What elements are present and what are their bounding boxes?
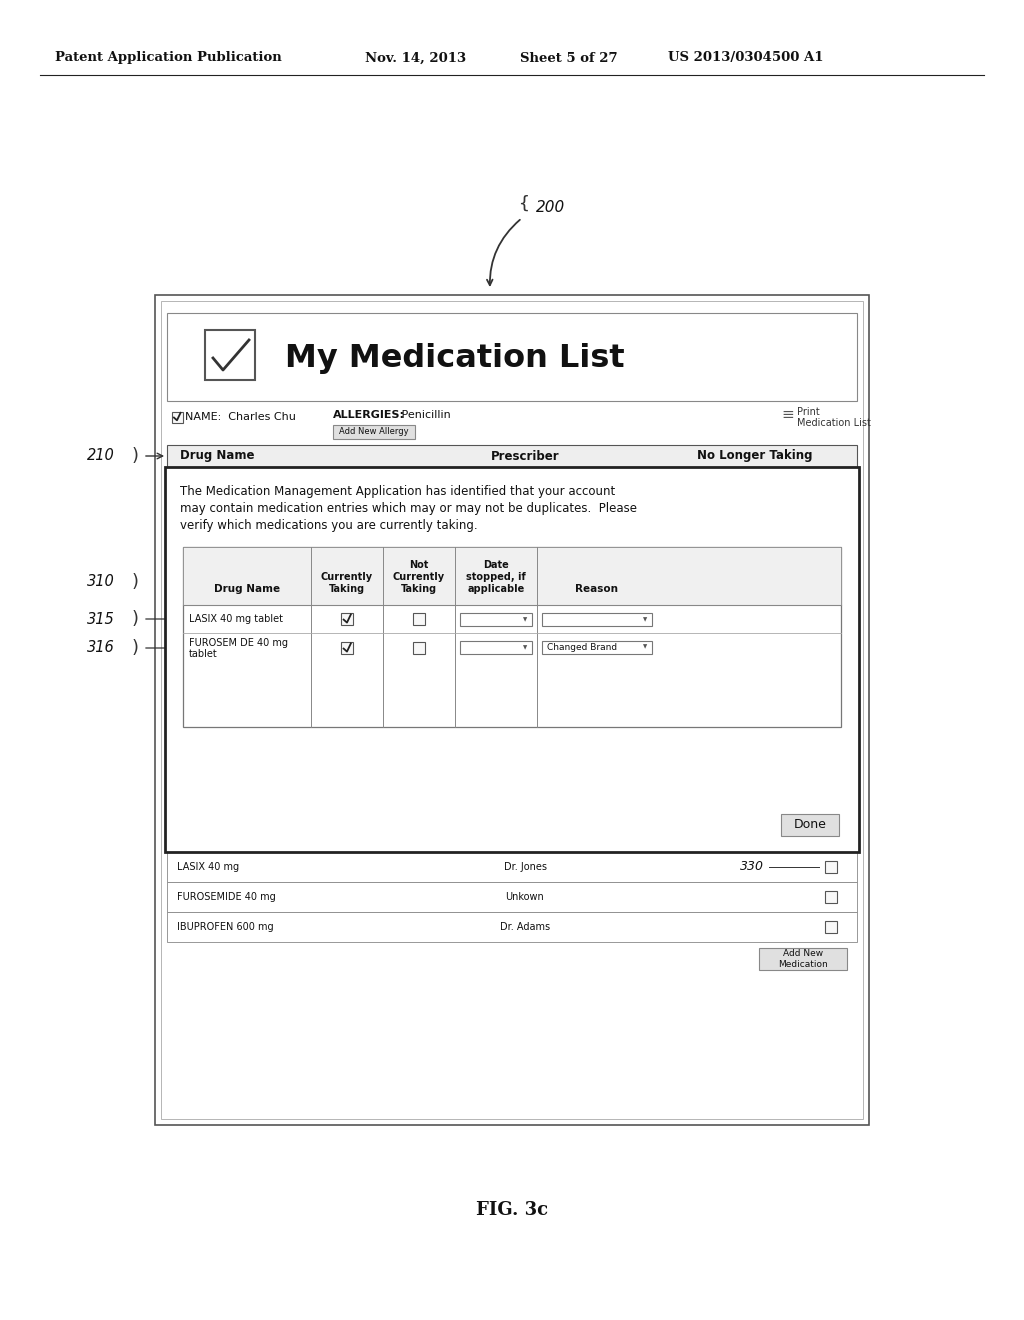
Bar xyxy=(167,912,857,942)
Text: Dr. Jones: Dr. Jones xyxy=(504,862,547,873)
Text: tablet: tablet xyxy=(189,649,218,659)
Text: verify which medications you are currently taking.: verify which medications you are current… xyxy=(180,519,477,532)
Text: Unkown: Unkown xyxy=(506,892,545,902)
Text: Add New
Medication: Add New Medication xyxy=(778,949,827,969)
Text: Drug Name: Drug Name xyxy=(180,450,255,462)
Text: Changed Brand: Changed Brand xyxy=(547,643,617,652)
Text: 210: 210 xyxy=(87,449,115,463)
Bar xyxy=(167,445,857,467)
Bar xyxy=(825,861,837,873)
Bar xyxy=(205,330,255,380)
Text: ▼: ▼ xyxy=(523,616,527,622)
Bar xyxy=(759,948,847,970)
Text: may contain medication entries which may or may not be duplicates.  Please: may contain medication entries which may… xyxy=(180,502,637,515)
Text: 330: 330 xyxy=(740,861,764,874)
Bar xyxy=(171,412,182,422)
Text: ): ) xyxy=(131,639,138,657)
Text: Patent Application Publication: Patent Application Publication xyxy=(55,51,282,65)
Text: No Longer Taking: No Longer Taking xyxy=(697,450,813,462)
Text: {: { xyxy=(517,195,528,213)
Bar xyxy=(341,612,353,624)
Text: Currently
Taking: Currently Taking xyxy=(321,572,373,594)
Text: Sheet 5 of 27: Sheet 5 of 27 xyxy=(520,51,617,65)
Text: My Medication List: My Medication List xyxy=(285,343,625,375)
Bar xyxy=(155,294,869,1125)
Bar xyxy=(167,313,857,401)
Bar xyxy=(167,882,857,912)
Bar xyxy=(183,546,841,727)
Text: FIG. 3c: FIG. 3c xyxy=(476,1201,548,1218)
Text: 315: 315 xyxy=(87,611,115,627)
Text: ): ) xyxy=(131,610,138,628)
Text: FUROSEM DE 40 mg: FUROSEM DE 40 mg xyxy=(189,638,288,648)
Bar xyxy=(781,814,839,836)
Text: ): ) xyxy=(131,573,138,591)
Text: ▼: ▼ xyxy=(643,616,647,622)
Text: US 2013/0304500 A1: US 2013/0304500 A1 xyxy=(668,51,823,65)
Bar xyxy=(542,612,652,626)
Bar xyxy=(333,425,415,440)
Text: 200: 200 xyxy=(536,201,565,215)
Text: ALLERGIES:: ALLERGIES: xyxy=(333,411,406,420)
Text: Reason: Reason xyxy=(575,583,618,594)
Text: Not
Currently
Taking: Not Currently Taking xyxy=(393,560,445,594)
Bar xyxy=(825,891,837,903)
Text: Medication List: Medication List xyxy=(797,418,870,428)
Text: LASIX 40 mg tablet: LASIX 40 mg tablet xyxy=(189,614,283,624)
Text: Done: Done xyxy=(794,818,826,832)
Bar xyxy=(542,642,652,653)
Text: ▼: ▼ xyxy=(523,645,527,649)
Text: FUROSEMIDE 40 mg: FUROSEMIDE 40 mg xyxy=(177,892,275,902)
Bar xyxy=(167,851,857,882)
Text: Penicillin: Penicillin xyxy=(398,411,451,420)
Bar xyxy=(413,612,425,624)
Bar xyxy=(165,467,859,851)
Text: Add New Allergy: Add New Allergy xyxy=(339,428,409,437)
Text: ▼: ▼ xyxy=(643,644,647,649)
Text: 316: 316 xyxy=(87,640,115,656)
Text: The Medication Management Application has identified that your account: The Medication Management Application ha… xyxy=(180,484,615,498)
Text: Dr. Adams: Dr. Adams xyxy=(500,921,550,932)
Bar xyxy=(183,546,841,605)
Text: Date
stopped, if
applicable: Date stopped, if applicable xyxy=(466,560,526,594)
Bar xyxy=(825,921,837,933)
Bar xyxy=(460,642,532,653)
Text: Drug Name: Drug Name xyxy=(214,583,280,594)
Text: LASIX 40 mg: LASIX 40 mg xyxy=(177,862,240,873)
Bar xyxy=(161,301,863,1119)
Bar xyxy=(460,612,532,626)
Bar xyxy=(413,642,425,653)
Text: 318: 318 xyxy=(278,686,301,700)
Text: NAME:  Charles Chu: NAME: Charles Chu xyxy=(185,412,296,422)
Text: Prescriber: Prescriber xyxy=(490,450,559,462)
Text: Nov. 14, 2013: Nov. 14, 2013 xyxy=(365,51,466,65)
Text: 317: 317 xyxy=(417,678,441,692)
Text: ): ) xyxy=(131,447,138,465)
Text: ≡: ≡ xyxy=(781,407,794,421)
Text: Print: Print xyxy=(797,407,820,417)
Text: 310: 310 xyxy=(87,574,115,590)
Text: IBUPROFEN 600 mg: IBUPROFEN 600 mg xyxy=(177,921,273,932)
Bar xyxy=(341,642,353,653)
